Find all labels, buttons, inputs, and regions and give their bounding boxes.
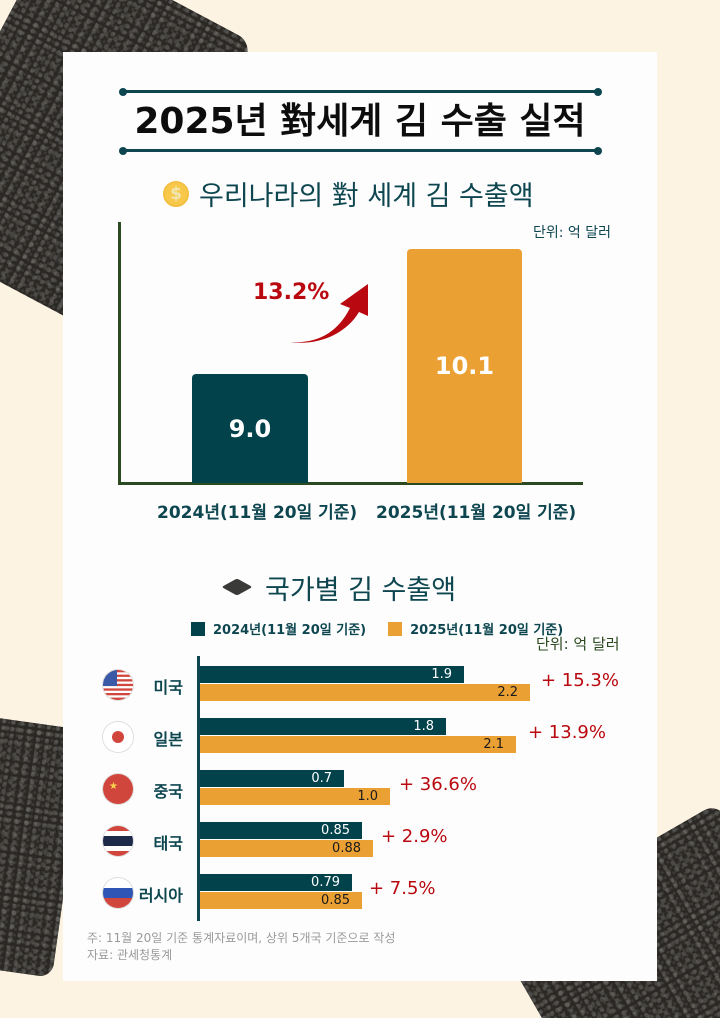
growth-label: + 15.3% xyxy=(541,670,619,691)
country-row-thailand: 태국 0.85 0.88 + 2.9% xyxy=(63,822,657,868)
title-rule-top xyxy=(119,87,602,96)
unit-label: 단위: 억 달러 xyxy=(533,225,612,241)
bar-2025: 10.1 xyxy=(407,249,522,483)
bar-value: 0.79 xyxy=(311,875,340,890)
bar-value: 0.88 xyxy=(332,841,361,856)
bar-value: 0.85 xyxy=(321,823,350,838)
section2-title: 국가별 김 수출액 xyxy=(221,568,456,607)
bar-2024: 0.79 xyxy=(200,874,352,891)
bar-value: 2.2 xyxy=(497,685,518,700)
growth-label: + 7.5% xyxy=(369,878,436,899)
bar-2025: 0.85 xyxy=(200,892,362,909)
nori-icon xyxy=(221,580,255,596)
page-title: 2025년 對세계 김 수출 실적 xyxy=(134,101,586,142)
bar-2025: 1.0 xyxy=(200,788,390,805)
bar-2024: 1.8 xyxy=(200,718,446,735)
footnote: 주: 11월 20일 기준 통계자료이며, 상위 5개국 기준으로 작성 자료:… xyxy=(87,930,395,964)
x-label-2024: 2024년(11월 20일 기준) xyxy=(157,503,358,523)
bar-2024: 0.7 xyxy=(200,770,344,787)
bar-value: 0.85 xyxy=(321,893,350,908)
x-axis xyxy=(118,482,583,485)
infographic-card: 2025년 對세계 김 수출 실적 $ 우리나라의 對 세계 김 수출액 단위:… xyxy=(63,52,657,981)
bar-2025: 0.88 xyxy=(200,840,373,857)
footnote-source: 자료: 관세청통계 xyxy=(87,948,173,962)
bar-2025: 2.2 xyxy=(200,684,530,701)
legend-item-2025: 2025년(11월 20일 기준) xyxy=(388,619,563,638)
growth-label: 13.2% xyxy=(253,280,330,305)
country-row-usa: 미국 1.9 2.2 + 15.3% xyxy=(63,666,657,712)
unit-label: 단위: 억 달러 xyxy=(536,635,620,653)
country-label: 중국 xyxy=(153,782,183,801)
bar-value: 0.7 xyxy=(311,771,332,786)
section1-title-text: 우리나라의 對 세계 김 수출액 xyxy=(199,181,534,212)
coin-icon: $ xyxy=(163,180,189,207)
usa-flag-icon xyxy=(103,670,133,700)
legend-swatch xyxy=(191,621,205,636)
section2-title-text: 국가별 김 수출액 xyxy=(265,575,457,606)
country-label: 일본 xyxy=(153,730,183,749)
legend: 2024년(11월 20일 기준) 2025년(11월 20일 기준) xyxy=(191,619,563,638)
bar-value: 1.0 xyxy=(357,789,378,804)
legend-item-2024: 2024년(11월 20일 기준) xyxy=(191,619,366,638)
legend-swatch xyxy=(388,621,403,636)
japan-flag-icon xyxy=(103,722,133,752)
growth-label: + 13.9% xyxy=(528,722,606,743)
country-row-japan: 일본 1.8 2.1 + 13.9% xyxy=(63,718,657,764)
section1-title: $ 우리나라의 對 세계 김 수출액 xyxy=(163,174,534,213)
country-label: 러시아 xyxy=(138,886,183,905)
x-label-2025: 2025년(11월 20일 기준) xyxy=(376,503,577,523)
growth-label: + 36.6% xyxy=(399,774,477,795)
bar-value: 1.8 xyxy=(413,719,434,734)
bar-value: 2.1 xyxy=(483,737,504,752)
china-flag-icon: ★ xyxy=(103,774,133,804)
svg-text:★: ★ xyxy=(109,781,118,792)
country-row-russia: 러시아 0.79 0.85 + 7.5% xyxy=(63,874,657,920)
bar-value: 1.9 xyxy=(431,667,452,682)
country-row-china: ★ 중국 0.7 1.0 + 36.6% xyxy=(63,770,657,816)
y-axis xyxy=(118,222,121,485)
country-label: 미국 xyxy=(153,678,183,697)
country-label: 태국 xyxy=(153,834,183,853)
arrow-up-icon xyxy=(290,284,368,343)
y-axis xyxy=(197,656,200,921)
title-rule-bottom xyxy=(119,146,602,155)
thailand-flag-icon xyxy=(103,826,133,856)
legend-label: 2025년(11월 20일 기준) xyxy=(410,623,564,638)
bar-2024: 1.9 xyxy=(200,666,464,683)
bar-value: 10.1 xyxy=(434,352,495,380)
bar-2025: 2.1 xyxy=(200,736,516,753)
legend-label: 2024년(11월 20일 기준) xyxy=(213,623,367,638)
bar-2024: 0.85 xyxy=(200,822,362,839)
growth-label: + 2.9% xyxy=(381,826,448,847)
russia-flag-icon xyxy=(103,878,133,908)
footnote-note: 주: 11월 20일 기준 통계자료이며, 상위 5개국 기준으로 작성 xyxy=(87,931,396,945)
bar-2024: 9.0 xyxy=(192,374,308,483)
bar-value: 9.0 xyxy=(228,414,272,443)
